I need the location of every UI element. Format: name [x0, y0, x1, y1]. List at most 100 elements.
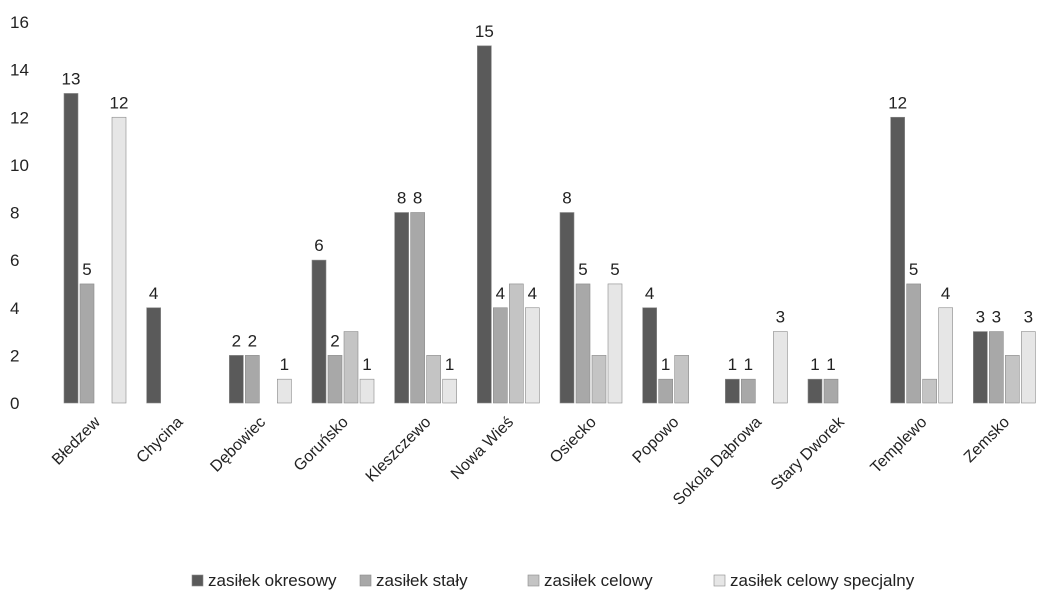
category-label: Zemsko — [961, 414, 1013, 466]
data-label: 4 — [528, 284, 537, 303]
bar — [394, 212, 409, 404]
legend-entry: zasiłek stały — [376, 571, 468, 590]
data-label: 1 — [280, 355, 289, 374]
bar — [741, 378, 756, 404]
y-tick-label: 6 — [10, 251, 19, 270]
data-label: 2 — [232, 331, 241, 350]
bar — [890, 116, 905, 404]
bar — [773, 331, 788, 404]
category-label: Popowo — [630, 414, 683, 467]
bar — [559, 212, 575, 404]
bar — [525, 307, 540, 404]
bar — [575, 283, 591, 404]
bar — [229, 355, 244, 404]
category-label: Stary Dworek — [768, 413, 849, 494]
bar — [509, 283, 524, 404]
legend-swatch — [527, 574, 540, 587]
bar — [277, 378, 292, 404]
data-label: 1 — [445, 355, 454, 374]
category-label: Błedzew — [49, 413, 104, 468]
bar — [989, 331, 1004, 404]
legend-entry: zasiłek celowy — [544, 571, 653, 590]
bar — [607, 283, 623, 404]
y-tick-label: 16 — [10, 13, 29, 32]
y-tick-label: 4 — [10, 299, 19, 318]
bar — [343, 331, 359, 404]
legend-swatch — [191, 574, 204, 587]
bar — [311, 259, 327, 404]
data-label: 1 — [728, 355, 737, 374]
data-label: 1 — [661, 355, 670, 374]
data-label: 4 — [941, 284, 950, 303]
data-label: 5 — [610, 260, 619, 279]
bar — [493, 307, 508, 404]
bar — [79, 283, 95, 404]
legend-swatch — [713, 574, 726, 587]
legend-entry: zasiłek celowy specjalny — [730, 571, 915, 590]
bar — [658, 378, 673, 404]
data-label: 6 — [314, 236, 323, 255]
bar — [63, 93, 79, 404]
bar — [442, 378, 457, 404]
data-label: 5 — [82, 260, 91, 279]
bar — [807, 378, 823, 404]
data-label: 1 — [744, 355, 753, 374]
data-label: 1 — [810, 355, 819, 374]
y-tick-label: 14 — [10, 61, 29, 80]
category-label: Nowa Wieś — [448, 414, 517, 483]
y-tick-label: 2 — [10, 346, 19, 365]
category-label: Osiecko — [547, 414, 600, 467]
bar — [327, 355, 343, 404]
data-label: 13 — [62, 69, 81, 88]
data-label: 15 — [475, 22, 494, 41]
data-label: 5 — [909, 260, 918, 279]
y-tick-label: 12 — [10, 108, 29, 127]
bar — [591, 355, 607, 404]
category-label: Kleszczewo — [363, 414, 435, 486]
data-label: 4 — [149, 284, 158, 303]
bar — [359, 378, 375, 404]
bar — [725, 378, 740, 404]
bar — [146, 307, 161, 404]
bar — [674, 355, 689, 404]
bar — [1005, 355, 1020, 404]
category-label: Chycina — [134, 414, 187, 467]
y-tick-label: 10 — [10, 156, 29, 175]
data-label: 3 — [776, 308, 785, 327]
bar — [642, 307, 657, 404]
data-label: 8 — [413, 189, 422, 208]
bars — [63, 45, 1036, 404]
bar — [823, 378, 839, 404]
data-label: 12 — [110, 93, 129, 112]
data-label: 8 — [562, 189, 571, 208]
legend: zasiłek okresowy zasiłek stały zasiłek cel… — [191, 571, 915, 590]
bar — [938, 307, 953, 404]
category-label: Dębowiec — [207, 414, 269, 476]
category-label: Templewo — [868, 414, 931, 477]
data-label: 1 — [826, 355, 835, 374]
data-label: 3 — [992, 308, 1001, 327]
y-axis-ticks: 0 2 4 6 8 10 12 14 16 — [10, 13, 29, 413]
data-label: 2 — [330, 331, 339, 350]
data-label: 3 — [1024, 308, 1033, 327]
data-label: 8 — [397, 189, 406, 208]
category-label: Goruńsko — [291, 414, 352, 475]
data-label: 4 — [496, 284, 505, 303]
bar — [111, 116, 127, 404]
category-label: Sokola Dąbrowa — [670, 414, 765, 509]
data-label: 1 — [362, 355, 371, 374]
data-label: 2 — [248, 331, 257, 350]
bar — [922, 378, 937, 404]
bar — [426, 355, 441, 404]
bar — [245, 355, 260, 404]
y-tick-label: 8 — [10, 204, 19, 223]
y-tick-label: 0 — [10, 394, 19, 413]
bar — [906, 283, 921, 404]
bar — [410, 212, 425, 404]
data-label: 5 — [578, 260, 587, 279]
bar — [477, 45, 492, 404]
category-labels: Błedzew Chycina Dębowiec Goruńsko Kleszczewo… — [49, 413, 1013, 509]
bar — [1021, 331, 1036, 404]
